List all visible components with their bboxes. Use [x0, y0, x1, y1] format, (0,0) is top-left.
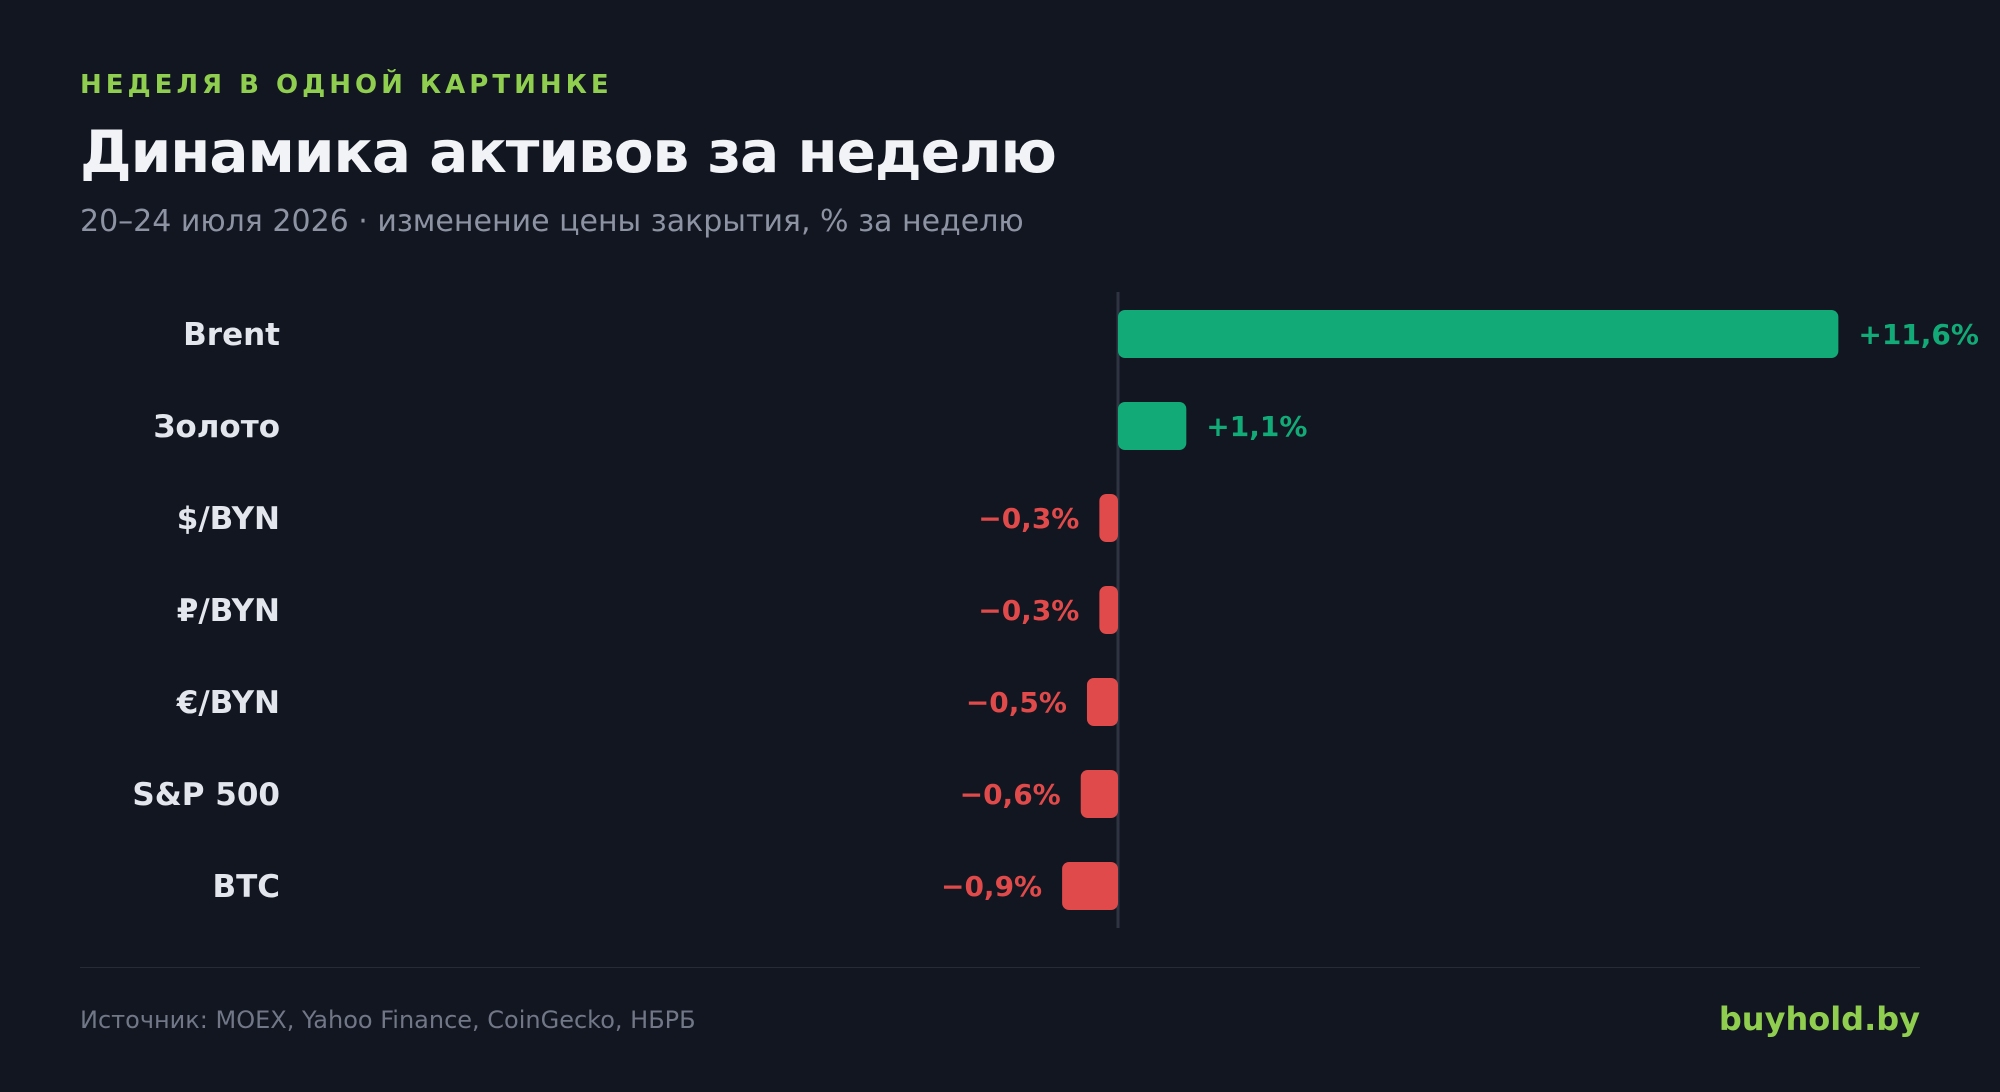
- bar: [1118, 310, 1839, 358]
- category-label: S&P 500: [132, 777, 280, 813]
- category-label: Brent: [183, 317, 280, 353]
- bar: [1086, 678, 1118, 726]
- value-label: −0,3%: [978, 502, 1079, 535]
- bar: [1080, 770, 1118, 818]
- value-label: −0,5%: [966, 686, 1067, 719]
- category-label: BTC: [212, 869, 280, 905]
- brand-link[interactable]: buyhold.by: [1718, 1000, 1920, 1038]
- bar: [1062, 862, 1118, 910]
- subtitle: 20–24 июля 2026 · изменение цены закрыти…: [80, 204, 1024, 239]
- source-note: Источник: MOEX, Yahoo Finance, CoinGecko…: [80, 1006, 696, 1034]
- value-label: +1,1%: [1206, 410, 1307, 443]
- category-label: ₽/BYN: [177, 593, 280, 629]
- category-label: €/BYN: [176, 685, 280, 721]
- value-label: +11,6%: [1858, 318, 1979, 351]
- bar: [1099, 586, 1118, 634]
- category-label: Золото: [153, 409, 280, 445]
- value-label: −0,6%: [960, 778, 1061, 811]
- kicker: НЕДЕЛЯ В ОДНОЙ КАРТИНКЕ: [80, 70, 613, 100]
- value-label: −0,9%: [941, 870, 1042, 903]
- category-label: $/BYN: [177, 501, 280, 537]
- bar: [1099, 494, 1118, 542]
- bar-chart: Brent +11,6% Золото +1,1% $/BYN −0,3% ₽/BYN −0,…: [132, 292, 1979, 928]
- bar: [1118, 402, 1187, 450]
- footer-divider: [80, 967, 1920, 968]
- page-title: Динамика активов за неделю: [80, 118, 1057, 186]
- value-label: −0,3%: [978, 594, 1079, 627]
